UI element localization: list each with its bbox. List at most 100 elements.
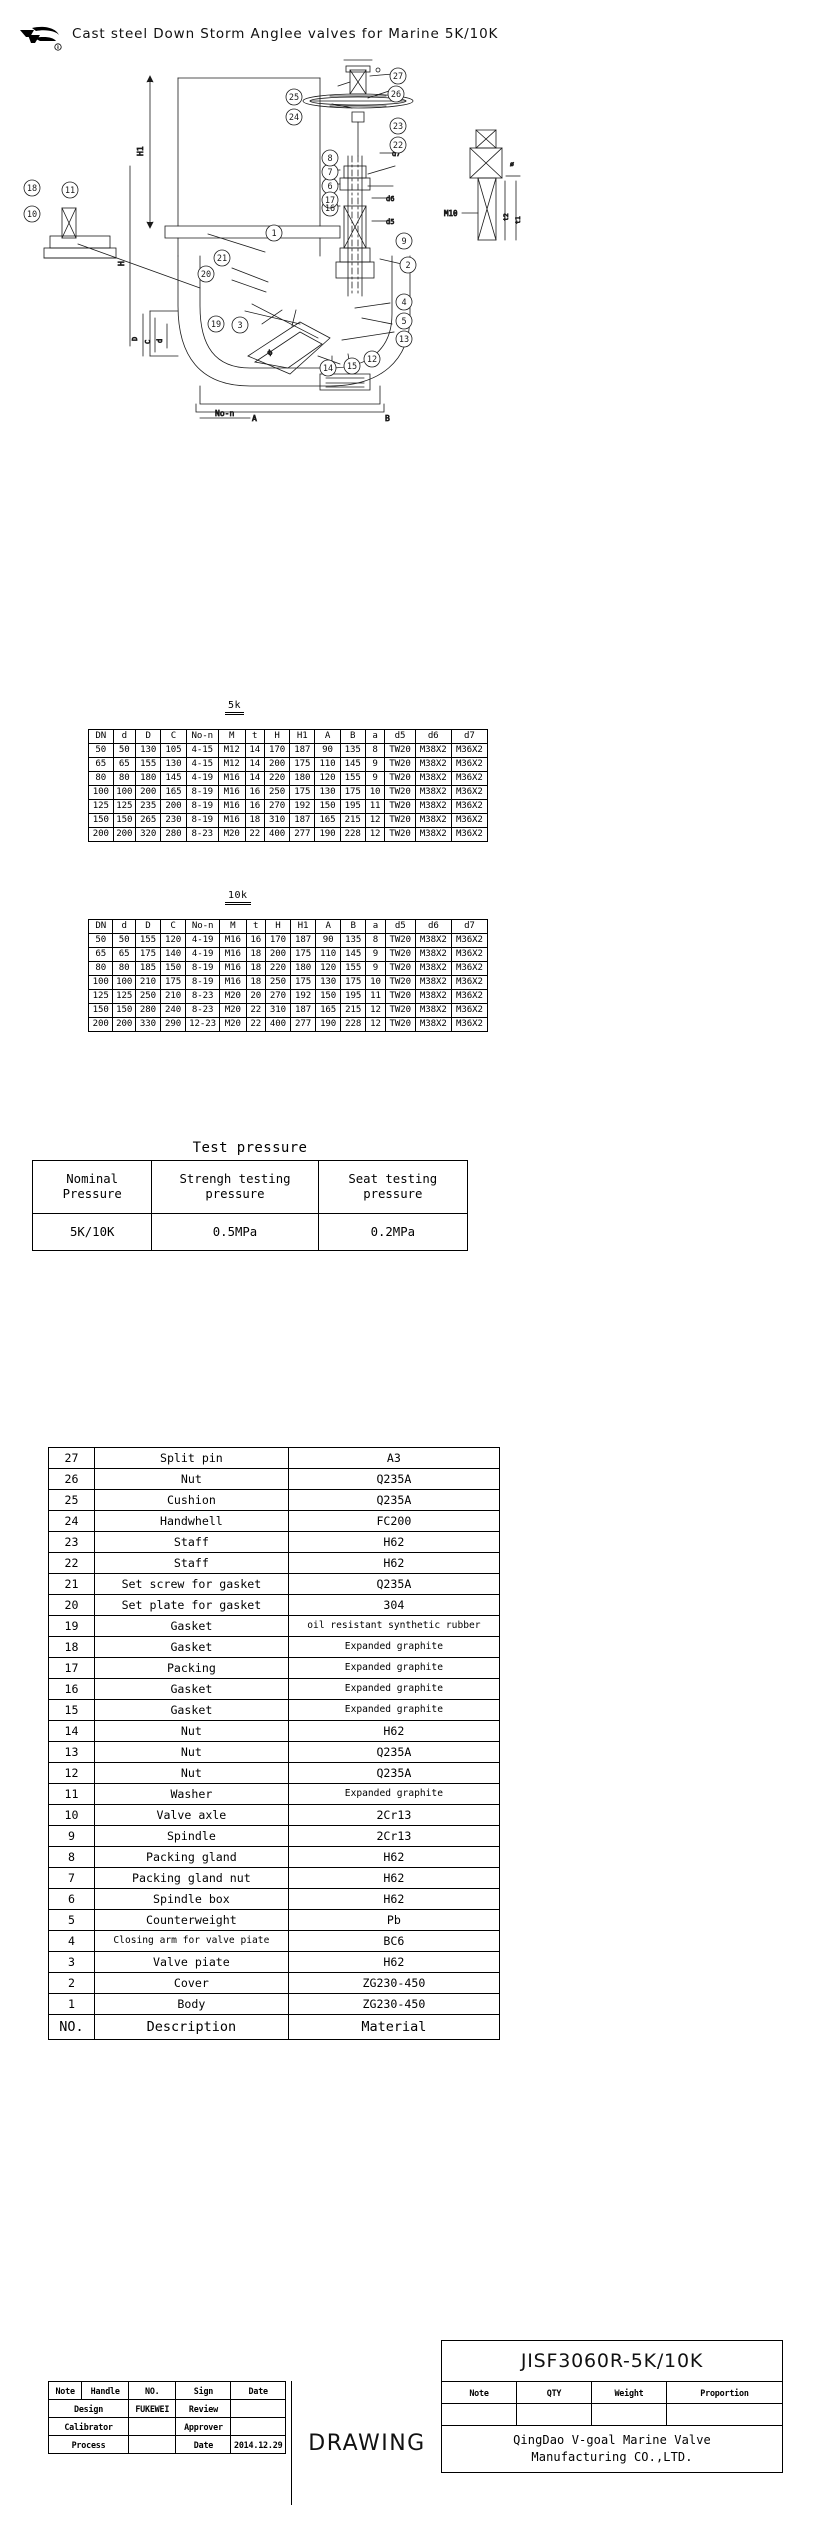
- spec-col-h1: H1: [289, 919, 317, 934]
- spec-cell: 110: [314, 757, 341, 772]
- part-no: 21: [48, 1573, 95, 1595]
- table-row: 11 Washer Expanded graphite: [48, 1783, 501, 1805]
- part-material: FC200: [287, 1510, 501, 1532]
- part-no: 4: [48, 1930, 95, 1952]
- part-no: 14: [48, 1720, 95, 1742]
- spec-cell: TW20: [384, 989, 416, 1004]
- spec-cell: M20: [219, 1017, 247, 1032]
- spec-cell: 200: [135, 785, 162, 800]
- spec-cell: 150: [159, 961, 187, 976]
- table-row: 200 200 330 290 12-23 M20 22 400 277 190 228 12 TW20…: [87, 1017, 489, 1032]
- spec-cell: 120: [315, 961, 342, 976]
- table-row: 200 200 320 280 8-23 M20 22 400 277 190 228 12 TW20 M…: [88, 827, 489, 842]
- spec-col-d: d: [112, 919, 136, 934]
- part-description: Gasket: [93, 1615, 289, 1637]
- spec-cell: 150: [88, 813, 114, 828]
- tb-date-value: 2014.12.29: [230, 2435, 286, 2454]
- spec-cell: 65: [112, 757, 137, 772]
- spec-cell: 140: [159, 947, 187, 962]
- balloon-22: 22: [393, 141, 403, 151]
- tb-design-label: Design: [47, 2399, 130, 2418]
- spec-cell: 155: [340, 961, 367, 976]
- spec-cell: 200: [87, 1017, 114, 1032]
- spec-cell: TW20: [384, 827, 416, 842]
- spec-cell: 90: [314, 743, 341, 758]
- part-material: Q235A: [287, 1741, 501, 1763]
- spec-cell: 4-15: [185, 757, 219, 772]
- spec-cell: TW20: [384, 1003, 416, 1018]
- part-material: Expanded graphite: [287, 1636, 501, 1658]
- spec-cell: 8-19: [185, 961, 221, 976]
- spec-cell: 110: [315, 947, 342, 962]
- spec-cell: 130: [135, 743, 162, 758]
- part-description: Cushion: [93, 1489, 289, 1511]
- balloon-18: 18: [27, 184, 37, 194]
- part-material: Q235A: [287, 1489, 501, 1511]
- tb-calibrator-label: Calibrator: [47, 2417, 130, 2436]
- table-row: 4 Closing arm for valve piate BC6: [48, 1930, 501, 1952]
- svg-text:No-n: No-n: [215, 409, 234, 418]
- tb-head-note: Note: [47, 2381, 83, 2400]
- spec-cell: M16: [217, 799, 246, 814]
- spec-cell: M36X2: [450, 827, 489, 842]
- spec-cell: 277: [289, 827, 316, 842]
- balloon-11: 11: [65, 186, 75, 196]
- company-name: QingDao V-goal Marine Valve Manufacturin…: [441, 2426, 783, 2473]
- table-row: 150 150 265 230 8-19 M16 18 310 187 165 215 12 TW20 M…: [88, 813, 489, 828]
- spec-cell: 310: [263, 813, 291, 828]
- part-description: Spindle box: [93, 1888, 289, 1910]
- spec-cell: 11: [365, 989, 386, 1004]
- spec-cell: 330: [134, 1017, 161, 1032]
- spec-cell: M38X2: [414, 813, 452, 828]
- table-row: 150 150 280 240 8-23 M20 22 310 187 165 215 12 TW20 M…: [87, 1003, 489, 1018]
- spec-col-t: t: [244, 729, 265, 744]
- spec-cell: M16: [219, 947, 247, 962]
- part-material: Q235A: [287, 1762, 501, 1784]
- spec-cell: 4-19: [185, 771, 219, 786]
- spec-cell: 150: [87, 1003, 114, 1018]
- spec-cell: 65: [87, 947, 114, 962]
- part-description: Packing gland nut: [93, 1867, 289, 1889]
- spec-cell: 150: [314, 799, 341, 814]
- spec-cell: 130: [160, 757, 187, 772]
- spec-cell: TW20: [384, 743, 416, 758]
- spec-cell: 125: [87, 989, 114, 1004]
- tp-header-seat: Seat testing pressure: [317, 1160, 469, 1214]
- spec-cell: 12-23: [185, 1017, 221, 1032]
- spec-cell: 80: [88, 771, 114, 786]
- svg-text:ø: ø: [510, 160, 514, 168]
- spec-cell: M16: [219, 933, 247, 948]
- spec-cell: 170: [263, 743, 291, 758]
- part-description: Valve piate: [93, 1951, 289, 1973]
- part-description: Nut: [93, 1468, 289, 1490]
- svg-text:R: R: [57, 45, 60, 50]
- spec-cell: 210: [159, 989, 187, 1004]
- spec-col-m: M: [217, 729, 246, 744]
- spec-cell: 200: [263, 757, 291, 772]
- spec-cell: 187: [289, 933, 317, 948]
- spec-cell: M36X2: [450, 947, 489, 962]
- company-line-2: Manufacturing CO.,LTD.: [531, 2450, 693, 2464]
- valve-assembly-drawing: H1 H D C d No-n A B ø: [0, 56, 830, 446]
- table-row: 65 65 155 130 4-15 M12 14 200 175 110 145 9 TW20 M38X…: [88, 757, 489, 772]
- spec-cell: 22: [244, 827, 265, 842]
- spec-cell: 250: [263, 785, 291, 800]
- spec-cell: 9: [365, 961, 386, 976]
- spec-cell: 155: [135, 757, 162, 772]
- spec-cell: 8-23: [185, 989, 221, 1004]
- spec-cell: 105: [160, 743, 187, 758]
- spec-cell: 180: [289, 961, 317, 976]
- spec-cell: 8: [364, 743, 386, 758]
- spec-col-d7: d7: [450, 919, 489, 934]
- table-row: NO. Description Material: [48, 2014, 501, 2040]
- part-material: Expanded graphite: [287, 1783, 501, 1805]
- spec-cell: M36X2: [450, 799, 489, 814]
- part-material: ZG230-450: [287, 1993, 501, 2015]
- spec-cell: 8: [365, 933, 386, 948]
- spec-cell: 10: [364, 785, 386, 800]
- spec-cell: 8-23: [185, 1003, 221, 1018]
- spec-cell: 8-19: [185, 799, 219, 814]
